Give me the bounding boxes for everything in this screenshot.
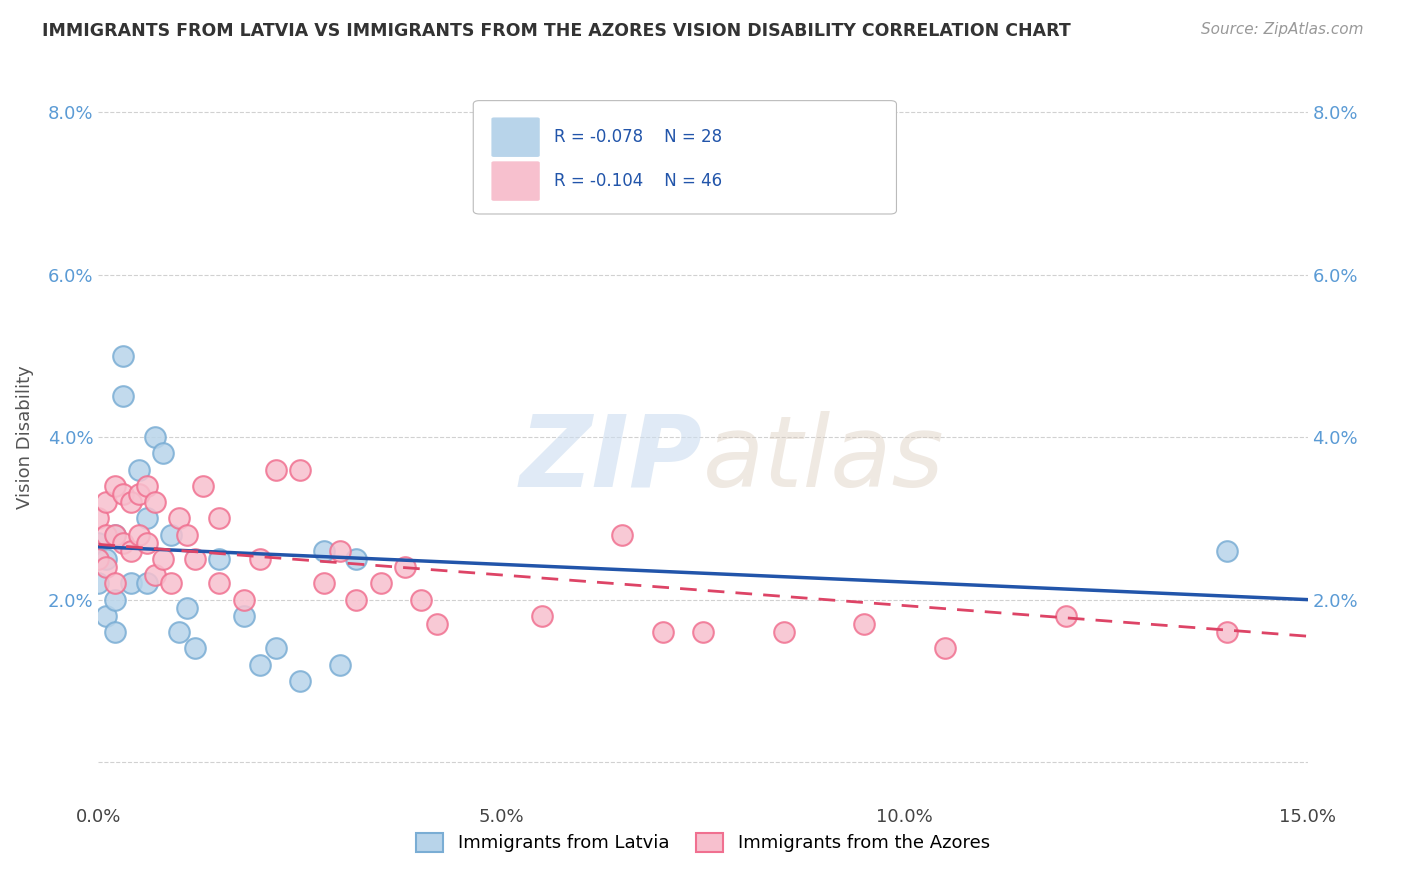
Point	[103, 479, 125, 493]
Point	[692, 625, 714, 640]
Text: ZIP: ZIP	[520, 410, 703, 508]
Point	[135, 511, 157, 525]
Point	[176, 600, 198, 615]
Point	[264, 462, 287, 476]
Point	[167, 511, 190, 525]
Text: Source: ZipAtlas.com: Source: ZipAtlas.com	[1201, 22, 1364, 37]
Point	[409, 592, 432, 607]
Point	[329, 544, 352, 558]
Point	[143, 568, 166, 582]
Point	[176, 527, 198, 541]
Point	[426, 617, 449, 632]
Point	[111, 487, 134, 501]
Point	[530, 608, 553, 623]
FancyBboxPatch shape	[474, 101, 897, 214]
Point	[103, 625, 125, 640]
Point	[160, 527, 183, 541]
Point	[152, 552, 174, 566]
Text: atlas: atlas	[703, 410, 945, 508]
FancyBboxPatch shape	[492, 161, 540, 201]
Point	[96, 608, 118, 623]
Point	[208, 552, 231, 566]
Point	[394, 560, 416, 574]
Point	[128, 527, 150, 541]
Point	[853, 617, 876, 632]
Point	[111, 389, 134, 403]
Point	[103, 527, 125, 541]
Point	[264, 641, 287, 656]
Point	[934, 641, 956, 656]
Point	[344, 552, 367, 566]
Point	[370, 576, 392, 591]
Point	[96, 552, 118, 566]
Point	[651, 625, 673, 640]
Point	[103, 576, 125, 591]
Point	[1216, 544, 1239, 558]
Point	[128, 462, 150, 476]
Point	[103, 592, 125, 607]
Point	[87, 535, 110, 549]
Point	[208, 511, 231, 525]
Point	[103, 527, 125, 541]
Point	[184, 641, 207, 656]
Point	[87, 552, 110, 566]
Point	[249, 552, 271, 566]
Point	[772, 625, 794, 640]
Point	[87, 576, 110, 591]
Point	[288, 673, 311, 688]
Text: R = -0.104    N = 46: R = -0.104 N = 46	[554, 172, 723, 190]
Point	[193, 479, 215, 493]
Point	[120, 495, 142, 509]
FancyBboxPatch shape	[492, 118, 540, 157]
Point	[208, 576, 231, 591]
Point	[135, 479, 157, 493]
Point	[314, 576, 336, 591]
Point	[135, 576, 157, 591]
Point	[111, 349, 134, 363]
Point	[249, 657, 271, 672]
Point	[167, 625, 190, 640]
Point	[143, 430, 166, 444]
Point	[184, 552, 207, 566]
Point	[344, 592, 367, 607]
Point	[612, 527, 634, 541]
Point	[128, 487, 150, 501]
Point	[288, 462, 311, 476]
Point	[160, 576, 183, 591]
Point	[96, 527, 118, 541]
Y-axis label: Vision Disability: Vision Disability	[15, 365, 34, 509]
Point	[111, 535, 134, 549]
Point	[135, 535, 157, 549]
Text: R = -0.078    N = 28: R = -0.078 N = 28	[554, 128, 723, 146]
Point	[232, 608, 254, 623]
Point	[152, 446, 174, 460]
Point	[143, 495, 166, 509]
Point	[96, 560, 118, 574]
Point	[1216, 625, 1239, 640]
Point	[1054, 608, 1077, 623]
Point	[120, 544, 142, 558]
Point	[120, 576, 142, 591]
Point	[87, 511, 110, 525]
Point	[314, 544, 336, 558]
Point	[96, 495, 118, 509]
Legend: Immigrants from Latvia, Immigrants from the Azores: Immigrants from Latvia, Immigrants from …	[409, 826, 997, 860]
Point	[329, 657, 352, 672]
Point	[232, 592, 254, 607]
Text: IMMIGRANTS FROM LATVIA VS IMMIGRANTS FROM THE AZORES VISION DISABILITY CORRELATI: IMMIGRANTS FROM LATVIA VS IMMIGRANTS FRO…	[42, 22, 1071, 40]
